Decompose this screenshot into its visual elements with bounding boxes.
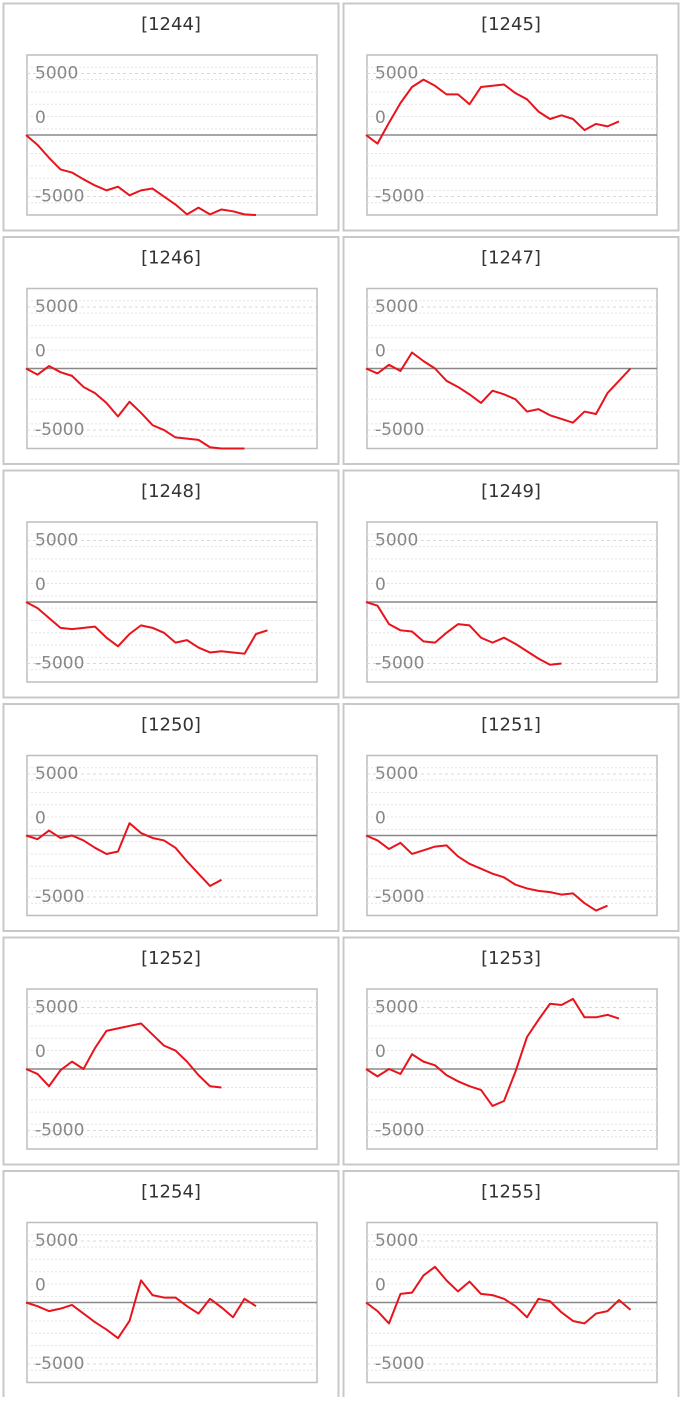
data-line [25, 601, 268, 655]
chart-panel: [1252] -5000 0 5000 [2, 936, 340, 1166]
chart-title: [1254] [141, 1182, 201, 1203]
chart-panel: [1245] -5000 0 5000 [342, 2, 680, 232]
data-line [25, 365, 245, 450]
chart-panel: [1254] -5000 0 5000 [2, 1170, 340, 1399]
y-tick-label: -5000 [35, 1354, 84, 1374]
chart-panel: [1248] -5000 0 5000 [2, 469, 340, 699]
chart-title: [1248] [141, 481, 201, 502]
y-tick-label: -5000 [35, 887, 84, 907]
data-line [25, 134, 257, 216]
y-tick-label: 0 [35, 342, 46, 362]
y-tick-label: -5000 [375, 187, 424, 207]
chart-panel: [1247] -5000 0 5000 [342, 236, 680, 465]
chart-title: [1253] [481, 948, 541, 969]
data-line [365, 78, 620, 145]
y-tick-label: 5000 [35, 530, 78, 550]
y-tick-label: 0 [35, 575, 46, 595]
chart-panel: [1250] -5000 0 5000 [2, 703, 340, 932]
y-tick-label: 5000 [35, 1231, 78, 1251]
chart-panel: [1251] -5000 0 5000 [342, 703, 680, 932]
y-tick-label: 0 [375, 342, 386, 362]
y-tick-label: 0 [35, 1276, 46, 1296]
y-tick-label: -5000 [375, 654, 424, 674]
y-tick-label: -5000 [35, 1121, 84, 1141]
y-tick-label: 5000 [375, 297, 418, 317]
y-tick-label: 0 [35, 1042, 46, 1062]
y-tick-label: -5000 [35, 187, 84, 207]
chart-title: [1251] [481, 715, 541, 736]
y-tick-label: -5000 [35, 654, 84, 674]
y-tick-label: 0 [35, 108, 46, 128]
chart-title: [1250] [141, 715, 201, 736]
y-tick-label: 5000 [375, 997, 418, 1017]
y-tick-label: 5000 [375, 764, 418, 784]
data-line [25, 1022, 222, 1089]
y-tick-label: 0 [375, 108, 386, 128]
y-tick-label: -5000 [375, 1121, 424, 1141]
y-tick-label: -5000 [375, 420, 424, 440]
data-line [365, 1265, 632, 1325]
chart-title: [1249] [481, 481, 541, 502]
y-tick-label: 5000 [35, 997, 78, 1017]
y-tick-label: 5000 [375, 63, 418, 83]
chart-panel: [1244] -5000 0 5000 [2, 2, 340, 232]
y-tick-label: 5000 [35, 297, 78, 317]
chart-panel: [1255] -5000 0 5000 [342, 1170, 680, 1399]
y-tick-label: 0 [375, 575, 386, 595]
chart-panel: [1249] -5000 0 5000 [342, 469, 680, 699]
y-tick-label: -5000 [375, 887, 424, 907]
chart-panel: [1253] -5000 0 5000 [342, 936, 680, 1166]
chart-title: [1245] [481, 14, 541, 35]
y-tick-label: 5000 [35, 63, 78, 83]
y-tick-label: 5000 [375, 530, 418, 550]
data-line [365, 601, 562, 666]
y-tick-label: -5000 [375, 1354, 424, 1374]
y-tick-label: 0 [375, 809, 386, 829]
chart-title: [1244] [141, 14, 201, 35]
y-tick-label: 0 [35, 809, 46, 829]
chart-title: [1247] [481, 248, 541, 269]
data-line [365, 351, 632, 424]
chart-title: [1246] [141, 248, 201, 269]
chart-title: [1252] [141, 948, 201, 969]
y-tick-label: 0 [375, 1042, 386, 1062]
y-tick-label: -5000 [35, 420, 84, 440]
chart-panel: [1246] -5000 0 5000 [2, 236, 340, 465]
y-tick-label: 0 [375, 1276, 386, 1296]
data-line [365, 834, 608, 912]
data-line [25, 822, 222, 887]
data-line [365, 997, 620, 1107]
y-tick-label: 5000 [35, 764, 78, 784]
data-line [25, 1279, 257, 1340]
chart-title: [1255] [481, 1182, 541, 1203]
y-tick-label: 5000 [375, 1231, 418, 1251]
